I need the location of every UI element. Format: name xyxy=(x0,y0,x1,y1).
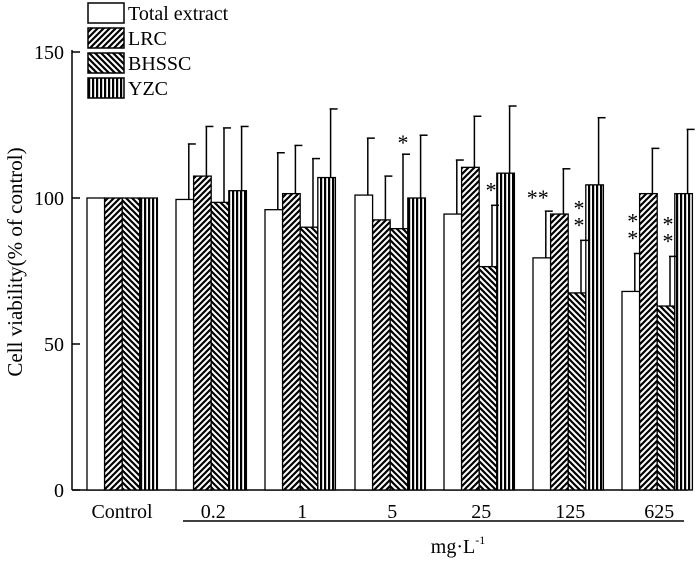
significance-marks: ******** ** xyxy=(398,130,674,253)
bar-yzc-Control xyxy=(139,197,159,491)
bar-lrc-25 xyxy=(460,166,480,491)
bar-lrc-625 xyxy=(638,192,658,491)
bar-yzc-1 xyxy=(317,176,337,491)
y-tick-label: 150 xyxy=(34,42,64,64)
bar-total-extract-125 xyxy=(532,257,552,491)
bars xyxy=(86,166,694,491)
significance-star: * xyxy=(663,211,674,236)
bar-total-extract-0.2 xyxy=(175,198,195,491)
significance-star: * xyxy=(574,212,585,237)
x-tick-label: 5 xyxy=(387,501,397,523)
legend-swatch xyxy=(87,77,125,99)
x-tick-label: 1 xyxy=(297,501,307,523)
y-ticks: 0 50 100 150 xyxy=(34,42,80,502)
bar-bhssc-Control xyxy=(121,197,141,491)
bar-yzc-0.2 xyxy=(228,190,248,491)
x-axis-unit-label: mg·L-1 xyxy=(431,533,485,558)
significance-star: * xyxy=(627,225,638,250)
significance-mark: ** xyxy=(527,185,549,210)
legend-label: LRC xyxy=(128,28,167,50)
significance-star: * xyxy=(663,228,674,253)
error-bars xyxy=(187,105,695,307)
legend: Total extract LRC BHSSC YZC xyxy=(87,2,229,100)
significance-star: * xyxy=(574,195,585,220)
legend-swatch xyxy=(87,27,125,49)
bar-lrc-5 xyxy=(371,219,391,491)
y-tick-label: 0 xyxy=(54,480,64,502)
x-tick-label: 0.2 xyxy=(201,501,226,523)
y-tick-label: 100 xyxy=(34,188,64,210)
bar-yzc-125 xyxy=(585,184,605,491)
bar-total-extract-Control xyxy=(86,197,106,491)
bar-bhssc-625 xyxy=(656,305,676,491)
bar-lrc-0.2 xyxy=(192,175,212,491)
bar-bhssc-0.2 xyxy=(210,201,230,491)
bar-total-extract-1 xyxy=(264,209,284,491)
significance-mark: * xyxy=(398,130,409,155)
bar-bhssc-1 xyxy=(299,226,319,491)
x-tick-labels: Control 0.2 1 5 25 125 625 xyxy=(91,501,674,523)
x-tick-label: 125 xyxy=(555,501,585,523)
bar-lrc-125 xyxy=(549,213,569,491)
legend-swatch xyxy=(87,52,125,74)
x-tick-label: 25 xyxy=(471,501,491,523)
x-tick-label: 625 xyxy=(644,501,674,523)
legend-swatch xyxy=(87,2,125,24)
bar-yzc-25 xyxy=(496,172,516,491)
legend-label: Total extract xyxy=(128,3,229,25)
bar-yzc-5 xyxy=(407,197,427,491)
x-tick-label: Control xyxy=(91,501,153,523)
bar-total-extract-5 xyxy=(354,194,374,491)
significance-star: * xyxy=(627,208,638,233)
bar-yzc-625 xyxy=(674,192,694,491)
bar-lrc-Control xyxy=(103,197,123,491)
bar-total-extract-25 xyxy=(443,213,463,491)
bar-total-extract-625 xyxy=(621,290,641,491)
y-tick-label: 50 xyxy=(44,334,64,356)
bar-bhssc-25 xyxy=(478,265,498,491)
legend-label: BHSSC xyxy=(128,53,191,75)
bar-bhssc-125 xyxy=(567,292,587,491)
legend-label: YZC xyxy=(128,78,168,100)
significance-mark: * xyxy=(486,177,497,202)
bar-bhssc-5 xyxy=(389,228,409,491)
bar-lrc-1 xyxy=(281,192,301,491)
y-axis-label: Cell viability(% of control) xyxy=(3,147,27,376)
